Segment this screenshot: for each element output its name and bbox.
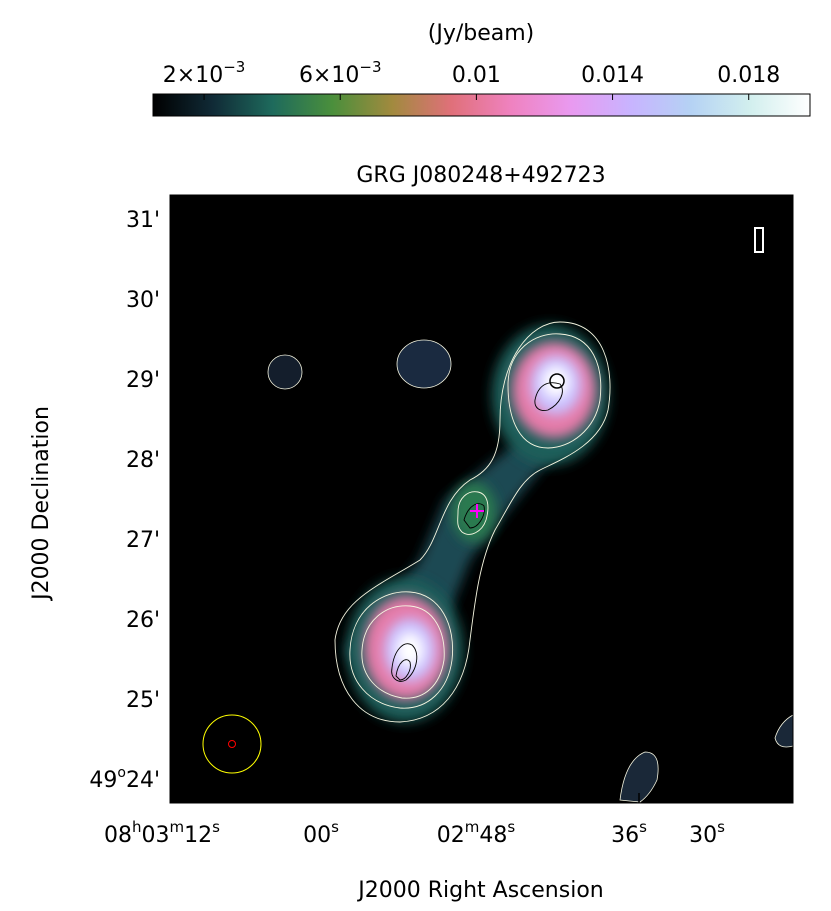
contour-lobe-n-1 (507, 333, 602, 449)
faint-sources (267, 339, 793, 803)
optical-north-knot (549, 373, 565, 389)
plot-axes: 31' 30' 29' 28' 27' 26' 25' 49o24' 08h03m12s 00s 0… (89, 194, 794, 848)
y-tick-label: 31' (126, 208, 160, 233)
contour-core (457, 491, 489, 535)
beam-marker (202, 714, 262, 774)
beam-center (228, 740, 236, 748)
y-tick-label: 49o24' (89, 765, 160, 793)
optical-core (463, 503, 485, 529)
x-tick-label: 36s (611, 818, 647, 848)
colorbar-tick-label: 6×10−3 (299, 58, 382, 88)
optical-contours (391, 373, 565, 682)
y-tick-label: 28' (126, 448, 160, 473)
north-lobe-peak (542, 366, 570, 398)
y-tick-label: 27' (126, 528, 160, 553)
x-tick-label: 02m48s (437, 818, 516, 848)
colorbar-tick-label: 0.01 (452, 63, 501, 88)
x-tick-label: 30s (689, 818, 725, 848)
contour-lobe-s-1 (349, 591, 454, 709)
y-axis-label: J2000 Declination (29, 406, 54, 602)
optical-south-2 (395, 659, 411, 681)
host-galaxy-marker (470, 504, 484, 518)
x-tick-label: 08h03m12s (104, 818, 220, 848)
colorbar-label: (Jy/beam) (428, 21, 535, 46)
y-tick-label: 29' (126, 368, 160, 393)
blob-right-edge (774, 714, 793, 748)
blob-bottom (619, 751, 659, 803)
x-axis-label: J2000 Right Ascension (356, 878, 603, 903)
chart-title: GRG J080248+492723 (356, 163, 605, 188)
colorbar-tick-label: 0.014 (581, 63, 644, 88)
colorbar: (Jy/beam) 2×10−3 6×10−3 0.01 0.014 0.018 (152, 21, 811, 117)
beam-ellipse (202, 714, 262, 774)
contour-outer (334, 321, 611, 723)
scale-bar-marker (754, 227, 764, 253)
radio-contours (334, 321, 611, 723)
x-tick-label: 00s (303, 818, 339, 848)
colorbar-tick-label: 0.018 (717, 63, 780, 88)
optical-north (534, 382, 563, 411)
colorbar-tick-label: 2×10−3 (163, 58, 246, 88)
radio-peaks (364, 342, 596, 700)
plot-area (170, 195, 793, 803)
plot-frame (169, 194, 794, 804)
optical-south (391, 643, 418, 682)
y-tick-label: 25' (126, 688, 160, 713)
blob-far-left (267, 354, 303, 390)
colorbar-gradient (152, 93, 811, 117)
blob-upper-left (396, 339, 452, 389)
colorbar-tick-labels: 2×10−3 6×10−3 0.01 0.014 0.018 (163, 58, 780, 88)
contour-lobe-s-2 (361, 605, 445, 699)
y-tick-label: 30' (126, 288, 160, 313)
y-tick-label: 26' (126, 608, 160, 633)
